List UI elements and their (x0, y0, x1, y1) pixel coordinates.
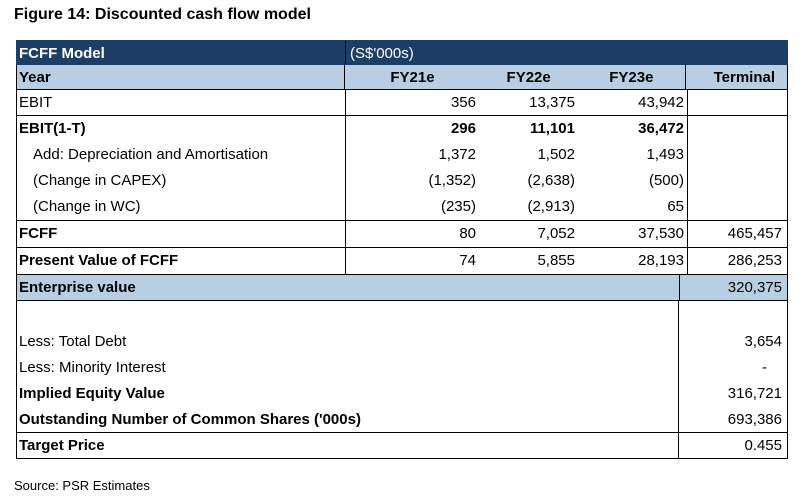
cell: 5,855 (537, 252, 575, 269)
table-row: Present Value of FCFF 74 5,855 28,193 28… (17, 248, 787, 275)
cell (688, 168, 787, 194)
cell (688, 90, 787, 115)
table-row: EBIT(1-T) 296 11,101 36,472 (17, 116, 787, 142)
dcf-table: FCFF Model (S$'000s) Year FY21e FY22e FY… (16, 40, 788, 459)
cell: 43,942 (579, 90, 688, 115)
cell: 465,457 (727, 225, 782, 242)
cell: 28,193 (579, 248, 688, 274)
table-header-row: FCFF Model (S$'000s) (16, 40, 788, 65)
figure-title: Figure 14: Discounted cash flow model (14, 6, 311, 23)
spacer-right (679, 301, 787, 329)
cell (688, 116, 787, 142)
cell: 74 (459, 252, 476, 269)
cell: 37,530 (579, 221, 688, 247)
target-price-cell: 0.455 (744, 437, 782, 454)
row-label-change-wc: (Change in WC) (17, 194, 346, 220)
table-row: Less: Total Debt 3,654 (17, 329, 787, 355)
cell: (2,913) (527, 198, 575, 215)
table-row: Add: Depreciation and Amortisation 1,372… (17, 142, 787, 168)
table-row: (Change in WC) (235) (2,913) 65 (17, 194, 787, 220)
cell: 3,654 (744, 333, 782, 350)
cell: 13,375 (529, 94, 575, 111)
equity-block: Less: Total Debt 3,654 Less: Minority In… (16, 301, 788, 459)
cell: 11,101 (529, 120, 575, 137)
spacer-row (17, 301, 787, 329)
cell: - (762, 359, 767, 376)
table-row: Outstanding Number of Common Shares ('00… (17, 407, 787, 433)
cell: 1,493 (579, 142, 688, 168)
cell: 1,502 (537, 146, 575, 163)
cell (688, 142, 787, 168)
enterprise-value-cell: 320,375 (679, 275, 787, 300)
source-note: Source: PSR Estimates (14, 478, 150, 493)
header-unit: (S$'000s) (350, 45, 414, 62)
cell: 356 (450, 94, 476, 111)
year-col-fy22e: FY22e (506, 69, 551, 86)
cell: 80 (459, 225, 476, 242)
table-row: EBIT 356 13,375 43,942 (17, 90, 787, 116)
table-row: FCFF 80 7,052 37,530 465,457 (17, 221, 787, 248)
row-label-implied-equity: Implied Equity Value (17, 381, 679, 407)
cell: (1,352) (428, 172, 476, 189)
cell: 7,052 (537, 225, 575, 242)
row-label-ebit: EBIT (17, 90, 346, 115)
row-label-ebit-1-t: EBIT(1-T) (17, 116, 346, 142)
fcff-block: FCFF 80 7,052 37,530 465,457 Present Val… (16, 220, 788, 301)
cell: (500) (579, 168, 688, 194)
table-row: (Change in CAPEX) (1,352) (2,638) (500) (17, 168, 787, 194)
year-col-fy21e: FY21e (390, 69, 435, 86)
table-row-enterprise-value: Enterprise value 320,375 (17, 275, 787, 301)
ebit-block: EBIT 356 13,375 43,942 EBIT(1-T) 296 11,… (16, 90, 788, 220)
header-label: FCFF Model (17, 41, 346, 64)
year-col-fy23e: FY23e (578, 65, 687, 89)
table-row: Implied Equity Value 316,721 (17, 381, 787, 407)
row-label-change-capex: (Change in CAPEX) (17, 168, 346, 194)
table-row-target-price: Target Price 0.455 (17, 433, 787, 459)
cell: 36,472 (579, 116, 688, 142)
cell: 1,372 (438, 146, 476, 163)
table-row: Less: Minority Interest - (17, 355, 787, 381)
cell: 286,253 (727, 252, 782, 269)
cell (688, 194, 787, 220)
year-row: Year FY21e FY22e FY23e Terminal (16, 65, 788, 90)
cell: 296 (450, 120, 476, 137)
year-col-terminal: Terminal (713, 69, 775, 86)
row-label-enterprise-value: Enterprise value (19, 279, 136, 296)
cell: (2,638) (527, 172, 575, 189)
cell: 316,721 (727, 385, 782, 402)
row-label-minority-interest: Less: Minority Interest (17, 355, 679, 381)
cell: 693,386 (727, 411, 782, 428)
row-label-fcff: FCFF (17, 221, 346, 247)
row-label-shares: Outstanding Number of Common Shares ('00… (17, 407, 679, 432)
cell: (235) (440, 198, 476, 215)
row-label-target-price: Target Price (17, 433, 679, 458)
row-label-total-debt: Less: Total Debt (17, 329, 679, 355)
year-label: Year (17, 65, 346, 89)
row-label-pv-fcff: Present Value of FCFF (17, 248, 346, 274)
spacer-left (17, 301, 679, 329)
row-label-depreciation: Add: Depreciation and Amortisation (17, 142, 346, 168)
cell: 65 (579, 194, 688, 220)
